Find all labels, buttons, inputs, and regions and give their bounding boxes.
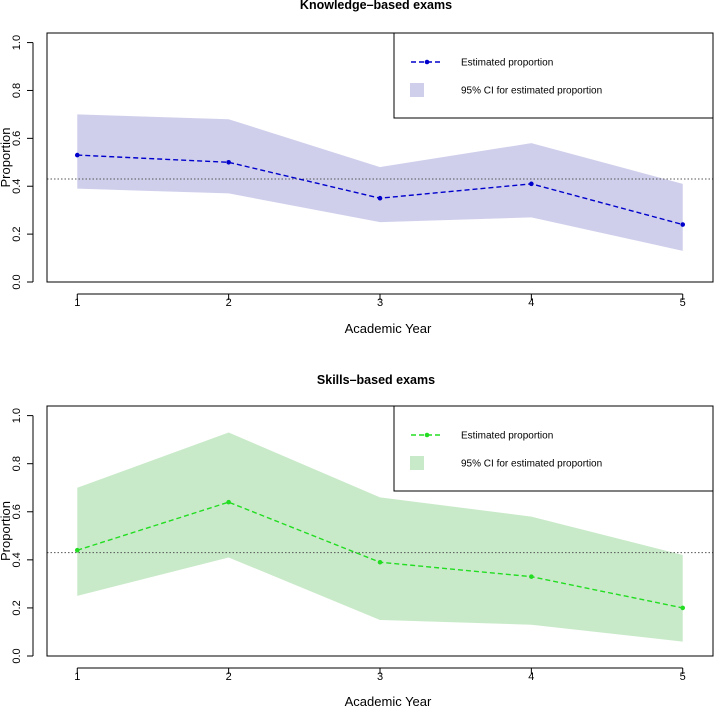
legend-label-ci: 95% CI for estimated proportion: [461, 459, 602, 470]
legend: Estimated proportion 95% CI for estimated…: [393, 405, 714, 492]
y-tick-label: 0.4: [11, 552, 23, 567]
x-tick-label: 1: [74, 671, 80, 683]
y-tick-label: 0.6: [11, 504, 23, 519]
plot-frame: [46, 405, 714, 657]
y-axis-label: Proportion: [0, 128, 13, 188]
x-tick-label: 1: [74, 297, 80, 309]
legend: Estimated proportion 95% CI for estimated…: [393, 32, 714, 119]
x-axis-label: Academic Year: [345, 694, 432, 707]
y-tick-label: 0.8: [11, 83, 23, 98]
chart-title: Skills–based exams: [317, 373, 435, 387]
y-tick-label: 0.6: [11, 131, 23, 146]
y-tick-label: 0.2: [11, 600, 23, 615]
legend-ci-swatch: [410, 456, 424, 470]
y-tick-label: 1.0: [11, 408, 23, 423]
plot-frame: [46, 32, 714, 283]
chart-panel-2: Skills–based exams 0.0 0.2 0.4 0.6 0.8 1.0 1 2 3 4…: [0, 373, 714, 707]
ci-band: [77, 114, 683, 251]
data-point: [226, 499, 231, 505]
x-tick-label: 2: [226, 297, 232, 309]
data-point: [377, 559, 383, 565]
chart-title: Knowledge–based exams: [300, 0, 452, 12]
x-tick-label: 2: [226, 671, 232, 683]
x-tick-label: 5: [680, 671, 686, 683]
legend-point-swatch: [424, 59, 430, 65]
ci-band: [77, 432, 683, 642]
y-tick-label: 0.0: [11, 648, 23, 663]
x-tick-label: 5: [680, 297, 686, 309]
x-axis-label: Academic Year: [345, 321, 432, 336]
legend-label-estimate: Estimated proportion: [461, 58, 553, 69]
legend-label-estimate: Estimated proportion: [461, 431, 553, 442]
data-point: [680, 222, 686, 227]
legend-box: [393, 405, 714, 492]
data-point: [226, 159, 231, 165]
y-tick-label: 0.8: [11, 456, 23, 471]
legend-ci-swatch: [410, 83, 424, 97]
y-tick-label: 0.4: [11, 179, 23, 194]
data-point: [680, 605, 686, 611]
legend-box: [393, 32, 714, 119]
data-point: [74, 152, 80, 158]
legend-label-ci: 95% CI for estimated proportion: [461, 86, 602, 97]
legend-point-swatch: [424, 432, 430, 438]
data-point: [377, 195, 383, 201]
x-tick-label: 3: [377, 297, 383, 309]
y-tick-label: 1.0: [11, 35, 23, 50]
x-tick-label: 4: [528, 297, 534, 309]
chart-panel-1: Knowledge–based exams 0.0 0.2 0.4 0.6 0.8 1.0 1…: [0, 0, 714, 336]
y-tick-label: 0.2: [11, 226, 23, 241]
x-tick-label: 4: [528, 671, 534, 683]
data-point: [529, 181, 534, 187]
x-tick-label: 3: [377, 671, 383, 683]
data-point: [74, 547, 80, 553]
data-point: [529, 574, 534, 579]
y-axis-label: Proportion: [0, 501, 13, 561]
y-tick-label: 0.0: [11, 274, 23, 289]
